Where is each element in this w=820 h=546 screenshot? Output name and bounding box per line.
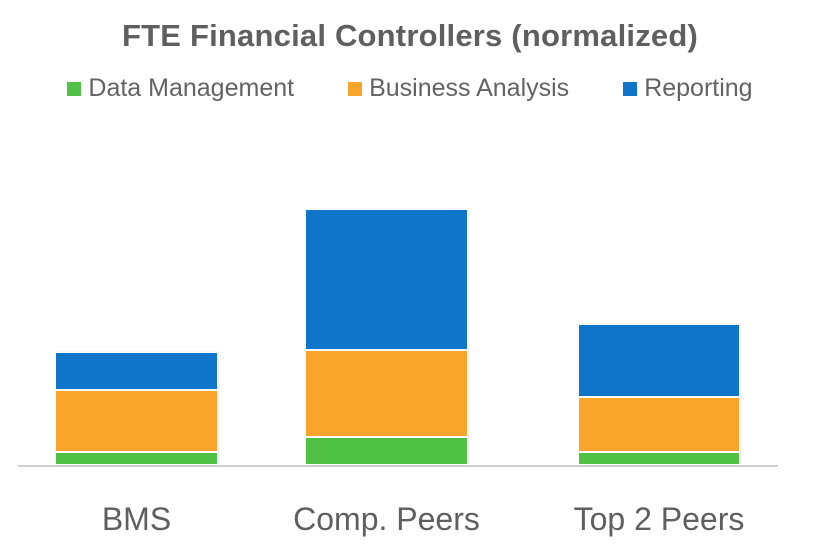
category-label-top-2-peers: Top 2 Peers — [573, 501, 745, 537]
legend-swatch-orange-icon — [348, 81, 363, 96]
legend-swatch-blue-icon — [623, 81, 638, 96]
legend-label-reporting: Reporting — [644, 74, 753, 102]
chart-legend: Data Management Business Analysis Report… — [0, 76, 820, 101]
bar-segment-top-2-peers-reporting[interactable] — [578, 324, 740, 397]
bar-segment-comp-peers-business-analysis[interactable] — [305, 350, 468, 437]
category-axis-line — [18, 465, 778, 467]
bar-segment-bms-data-management[interactable] — [55, 452, 218, 465]
bar-segment-comp-peers-reporting[interactable] — [305, 209, 468, 350]
legend-item-data-management[interactable]: Data Management — [67, 76, 294, 101]
bar-group-top-2-peers: Top 2 Peers — [574, 0, 744, 546]
bar-segment-top-2-peers-data-management[interactable] — [578, 452, 740, 465]
legend-label-data-management: Data Management — [88, 74, 295, 102]
category-label-comp-peers: Comp. Peers — [293, 501, 480, 537]
bar-group-bms: BMS — [55, 0, 218, 546]
bar-stack-top-2-peers[interactable] — [578, 324, 740, 465]
legend-swatch-green-icon — [67, 81, 82, 96]
bar-group-comp-peers: Comp. Peers — [293, 0, 480, 546]
bar-segment-bms-reporting[interactable] — [55, 352, 218, 390]
legend-item-business-analysis[interactable]: Business Analysis — [348, 76, 569, 101]
bar-segment-top-2-peers-business-analysis[interactable] — [578, 397, 740, 452]
category-label-bms: BMS — [101, 501, 172, 537]
bar-segment-bms-business-analysis[interactable] — [55, 390, 218, 452]
chart-title: FTE Financial Controllers (normalized) — [122, 18, 698, 53]
bar-stack-bms[interactable] — [55, 352, 218, 465]
bar-segment-comp-peers-data-management[interactable] — [305, 437, 468, 465]
bar-stack-comp-peers[interactable] — [305, 209, 468, 465]
legend-item-reporting[interactable]: Reporting — [623, 74, 753, 102]
legend-label-business-analysis: Business Analysis — [369, 74, 570, 102]
